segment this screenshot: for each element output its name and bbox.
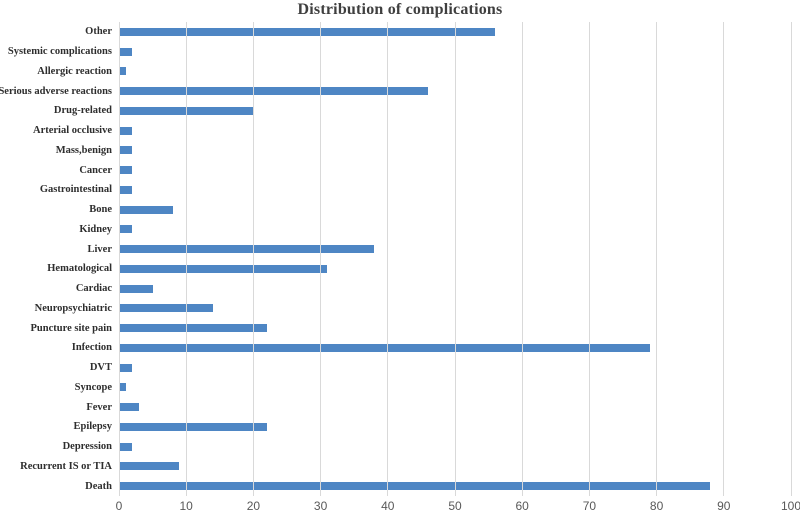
category-label: DVT [89, 362, 112, 374]
bars-container [119, 22, 791, 496]
category-label: Fever [86, 401, 112, 413]
bar [119, 442, 133, 451]
category-label: Allergic reaction [37, 65, 112, 77]
bar-row [119, 42, 791, 62]
category-label: Infection [71, 342, 112, 354]
category-label: Puncture site pain [30, 322, 112, 334]
gridline [118, 22, 120, 496]
plot-area [118, 22, 792, 496]
category-label: Hematological [47, 263, 112, 275]
bar-row [119, 378, 791, 398]
bar-row [119, 457, 791, 477]
x-tick-label: 10 [179, 499, 193, 513]
bar [119, 166, 133, 175]
bar-row [119, 299, 791, 319]
bar-row [119, 160, 791, 180]
bar [119, 462, 180, 471]
gridline [387, 22, 389, 496]
chart-title: Distribution of complications [297, 1, 503, 18]
category-label: Kidney [79, 223, 112, 235]
bar-row [119, 62, 791, 82]
x-tick-label: 30 [313, 499, 328, 513]
category-axis-labels: Other Systemic complications Allergic reac… [0, 22, 119, 496]
category-label: Drug-related [53, 105, 112, 117]
bar [119, 343, 650, 352]
bar-row [119, 358, 791, 378]
x-tick-label: 60 [515, 499, 529, 513]
bar-row [119, 279, 791, 299]
gridline [790, 22, 792, 496]
x-tick-label: 0 [115, 499, 123, 513]
bar-row [119, 81, 791, 101]
bar-row [119, 239, 791, 259]
bar [119, 363, 133, 372]
x-tick-label: 20 [246, 499, 261, 513]
category-label: Arterial occlusive [32, 125, 112, 137]
bar [119, 324, 267, 333]
x-axis: 0 10 20 30 40 50 60 70 80 90 100 [115, 497, 800, 515]
category-label: Neuropsychiatric [34, 302, 112, 314]
category-label: Cancer [79, 164, 112, 176]
category-label: Syncope [74, 381, 112, 393]
x-tick-label: 90 [717, 499, 731, 513]
bar [119, 264, 328, 273]
bar [119, 225, 133, 234]
bar-row [119, 22, 791, 42]
bar-row [119, 141, 791, 161]
bar [119, 185, 133, 194]
category-label: Death [85, 480, 112, 492]
gridline [454, 22, 456, 496]
category-label: Gastrointestinal [39, 184, 112, 196]
category-label: Systemic complications [7, 46, 112, 58]
bar-row [119, 318, 791, 338]
bar-row [119, 259, 791, 279]
chart-body: Other Systemic complications Allergic reac… [0, 22, 800, 496]
x-tick-label: 100 [780, 499, 800, 513]
category-label: Depression [62, 441, 112, 453]
gridline [656, 22, 658, 496]
bar-row [119, 200, 791, 220]
bar [119, 87, 429, 96]
bar-row [119, 180, 791, 200]
bar [119, 27, 496, 36]
category-label: Bone [89, 204, 112, 216]
bar-row [119, 121, 791, 141]
bar [119, 383, 126, 392]
bar-row [119, 476, 791, 496]
bar [119, 304, 214, 313]
bar [119, 47, 133, 56]
category-label: Recurrent IS or TIA [20, 460, 112, 472]
x-tick-label: 50 [448, 499, 462, 513]
bar [119, 205, 173, 214]
category-label: Serious adverse reactions [0, 85, 112, 97]
x-tick-label: 80 [649, 499, 664, 513]
gridline [723, 22, 725, 496]
bar-row [119, 338, 791, 358]
bar-row [119, 397, 791, 417]
category-label: Cardiac [75, 283, 112, 295]
x-tick-label: 70 [582, 499, 597, 513]
bar [119, 482, 711, 491]
category-label: Other [85, 26, 112, 38]
bar [119, 67, 126, 76]
category-label: Epilepsy [73, 421, 112, 433]
x-tick-label: 40 [381, 499, 395, 513]
gridline [185, 22, 187, 496]
category-label: Liver [87, 243, 113, 255]
bar [119, 245, 375, 254]
bar [119, 403, 140, 412]
category-label: Mass,benign [55, 144, 112, 156]
bar [119, 146, 133, 155]
bar [119, 126, 133, 135]
gridline [588, 22, 590, 496]
bar-row [119, 437, 791, 457]
bar [119, 284, 153, 293]
bar-row [119, 417, 791, 437]
bar [119, 422, 267, 431]
gridline [320, 22, 322, 496]
gridline [252, 22, 254, 496]
bar-row [119, 220, 791, 240]
gridline [521, 22, 523, 496]
